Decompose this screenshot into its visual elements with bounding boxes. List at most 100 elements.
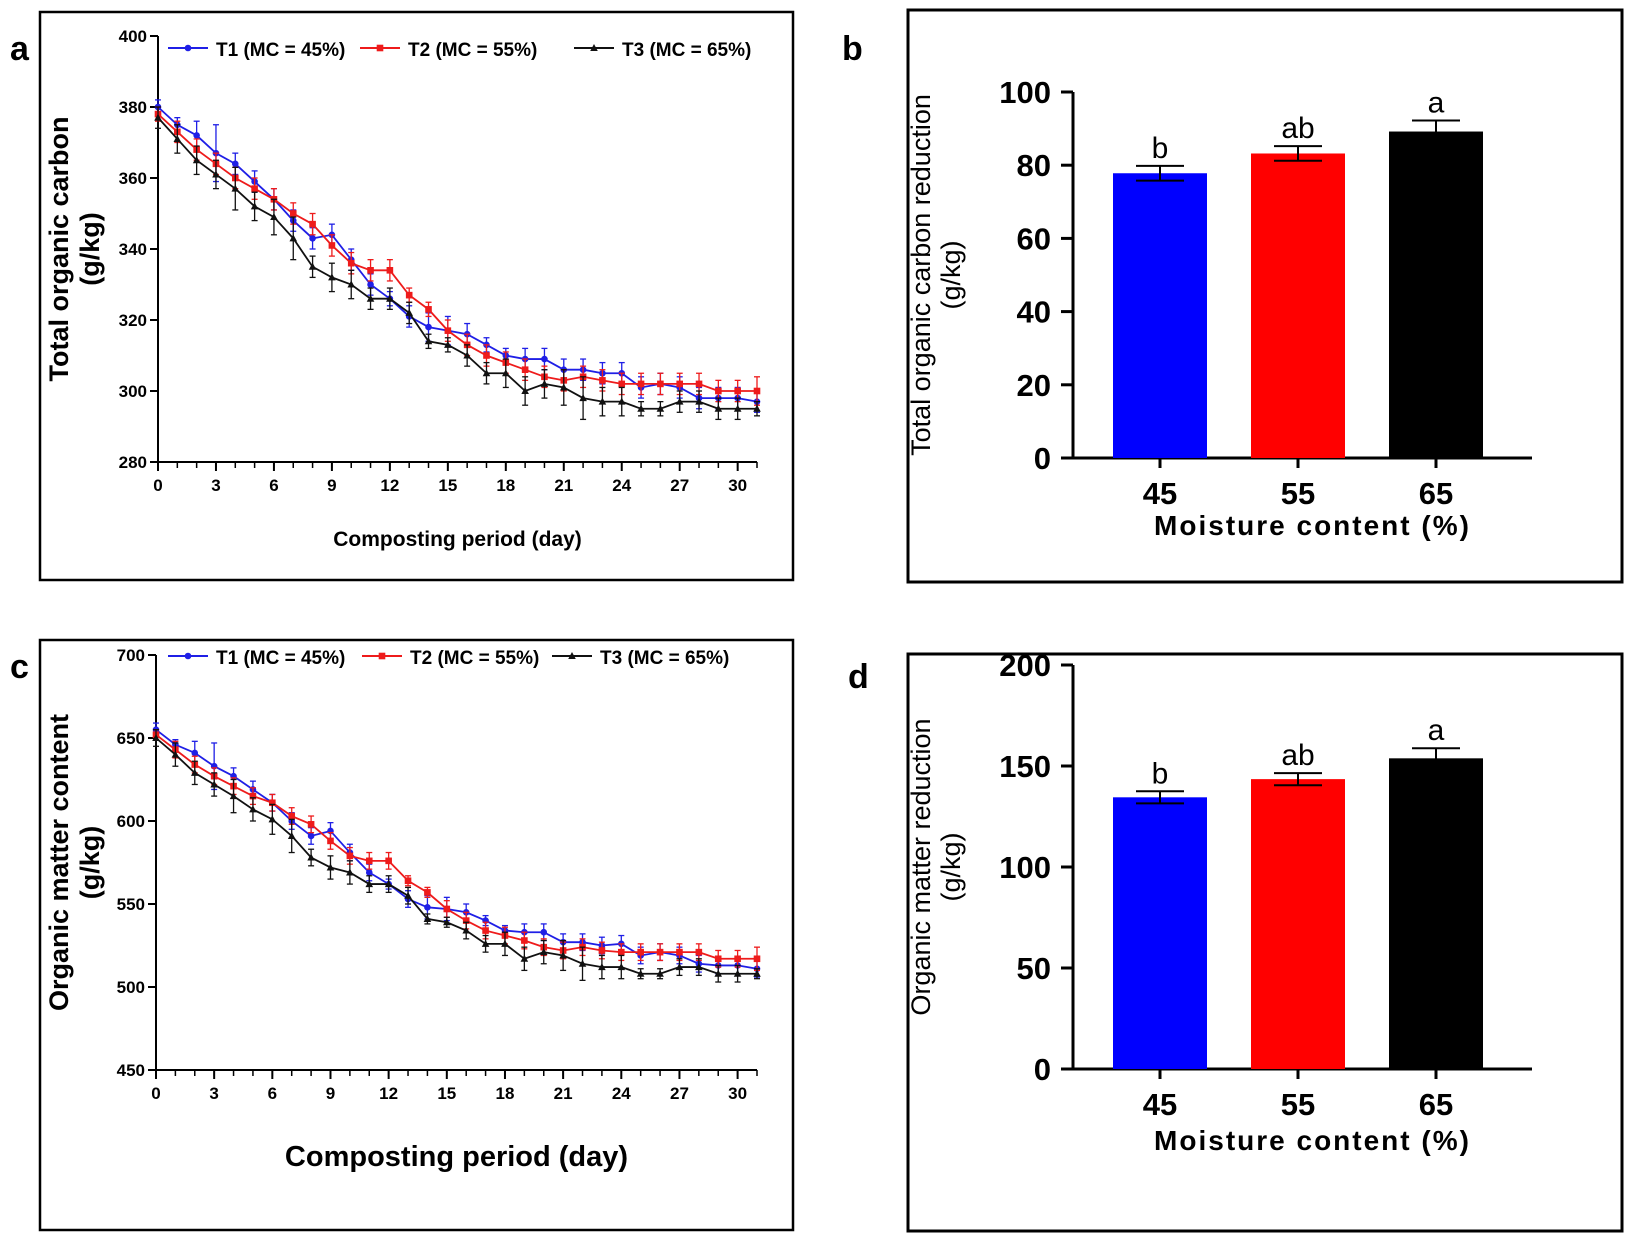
a-series-3-point <box>212 170 220 178</box>
c-series-3-point <box>326 863 335 871</box>
c-series-2-point <box>346 852 354 860</box>
a-y-axis-label: Total organic carbon(g/kg) <box>44 116 105 381</box>
c-series-3-point <box>559 951 567 959</box>
panel-d-frame <box>906 652 1624 1233</box>
c-y-tick-label: 600 <box>117 812 145 831</box>
a-series-1-point <box>193 132 200 139</box>
panel-label-d: d <box>848 658 869 696</box>
c-series-1-point <box>191 749 199 757</box>
c-series-3-point <box>423 914 432 922</box>
c-series-3-point <box>656 969 664 977</box>
a-series-2-point <box>715 387 722 395</box>
c-series-1-point <box>424 904 431 911</box>
c-series-3-point <box>462 926 470 934</box>
panel-a-frame <box>38 10 795 582</box>
a-series-1-point <box>309 235 316 242</box>
c-y-axis-label-line1: Organic matter content <box>44 714 74 1011</box>
a-x-tick-label: 30 <box>728 476 747 495</box>
a-x-tick-label: 21 <box>554 476 573 495</box>
c-series-1-line <box>155 728 758 970</box>
d-bar-45 <box>1113 797 1207 1069</box>
c-series-3-point <box>190 768 199 776</box>
c-series-3-point <box>249 805 257 813</box>
c-series-2-point <box>443 905 451 913</box>
d-y-tick-label: 0 <box>1034 1052 1051 1087</box>
c-series-3-point <box>617 963 626 971</box>
panel-label-c: c <box>10 648 29 686</box>
c-series-3-point <box>346 868 354 876</box>
a-y-tick-label: 280 <box>119 453 147 472</box>
b-y-tick-label: 100 <box>999 75 1051 110</box>
b-y-axis-label: Total organic carbon reduction(g/kg) <box>906 94 966 456</box>
a-series-3-point <box>444 340 452 348</box>
c-x-tick-label: 30 <box>728 1084 747 1103</box>
c-series-3-point <box>733 969 742 977</box>
b-y-axis-label-line2: (g/kg) <box>936 240 966 309</box>
a-x-axis-label: Composting period (day) <box>333 528 582 551</box>
c-series-3-point <box>714 969 723 977</box>
a-series-3-point <box>598 397 607 405</box>
c-y-tick-label: 650 <box>117 729 145 748</box>
a-series-2-point <box>309 220 316 228</box>
c-x-tick-label: 18 <box>496 1084 515 1103</box>
c-series-3-point <box>539 948 548 956</box>
a-series-2-point <box>347 259 355 267</box>
c-series-3-point <box>287 831 296 839</box>
a-series-3-point <box>753 404 761 412</box>
a-series-3-point <box>424 337 433 345</box>
c-x-tick-label: 21 <box>554 1084 573 1103</box>
b-bar-45 <box>1113 173 1207 458</box>
a-series-3-point <box>154 113 162 121</box>
b-y-tick-label: 60 <box>1017 221 1051 256</box>
a-series-2-point <box>618 380 626 388</box>
a-series-3-line <box>157 117 757 410</box>
d-bar-65 <box>1389 758 1483 1069</box>
a-series-3-point <box>366 294 375 302</box>
c-series-2-point <box>676 948 683 956</box>
b-x-tick-label: 45 <box>1143 476 1177 511</box>
a-series-1-point <box>231 160 239 168</box>
d-y-tick-label: 200 <box>999 648 1051 683</box>
c-series-2-point <box>269 799 276 807</box>
a-legend-3-label: T3 (MC = 65%) <box>622 40 751 61</box>
d-y-tick-label: 150 <box>999 749 1051 784</box>
a-y-tick-label: 400 <box>119 27 147 46</box>
c-series-3-point <box>384 880 393 888</box>
c-y-tick-label: 700 <box>117 646 145 665</box>
c-series-3-point <box>598 963 606 971</box>
b-y-axis-label-line1: Total organic carbon reduction <box>906 94 936 456</box>
c-series-3-point <box>481 939 490 947</box>
c-legend-1-marker <box>184 652 192 660</box>
c-series-3-point <box>520 954 529 962</box>
c-series-3-point <box>307 853 315 861</box>
c-x-tick-label: 6 <box>268 1084 277 1103</box>
c-series-2-point <box>307 821 315 828</box>
a-series-2-point <box>753 387 761 395</box>
a-x-tick-label: 6 <box>269 476 278 495</box>
c-y-tick-label: 450 <box>117 1061 145 1080</box>
c-series-3-point <box>578 959 587 967</box>
c-series-2-point <box>521 937 528 944</box>
a-legend-3-marker <box>590 44 598 51</box>
a-series-2-point <box>367 267 374 274</box>
c-series-2-point <box>327 837 334 845</box>
a-series-2-point <box>251 185 258 192</box>
a-series-3-point <box>250 202 259 210</box>
c-series-2-point <box>482 927 489 934</box>
a-series-1-point <box>541 355 548 363</box>
a-series-2-point <box>695 380 703 388</box>
a-series-2-point <box>676 380 684 388</box>
c-series-3-point <box>229 792 238 800</box>
a-series-2-point <box>444 327 452 334</box>
a-series-3-point <box>502 369 510 377</box>
a-series-3-point <box>386 294 394 302</box>
panel-c-frame <box>38 638 795 1232</box>
c-series-2-line <box>155 733 757 960</box>
a-series-2-point <box>657 380 664 388</box>
chart-c: 450 500 550 600 650 700 0 3 6 9 12 15 18 21 24 27 30 Comp… <box>44 646 761 1173</box>
c-legend-3-marker <box>568 652 576 659</box>
a-series-3-point <box>714 404 723 412</box>
a-series-3-point <box>559 383 568 391</box>
c-series-2-point <box>365 857 373 865</box>
c-series-3-point <box>268 815 277 823</box>
